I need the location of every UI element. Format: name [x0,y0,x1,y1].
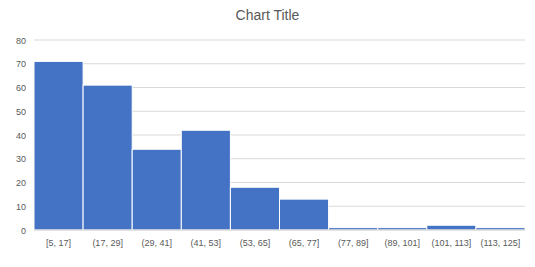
x-tick-label: (41, 53] [191,238,222,248]
x-tick-label: (65, 77] [289,238,320,248]
x-tick-label: (29, 41] [141,238,172,248]
y-tick-label: 50 [16,107,26,117]
bar [181,130,230,230]
x-tick-label: (101, 113] [431,238,471,248]
bar [34,61,83,230]
grid-line [34,230,525,231]
title: Chart Title [236,7,300,23]
grid [34,40,525,230]
x-tick-label: (77, 89] [338,238,369,248]
bar [427,225,476,230]
bar [132,149,181,230]
bar [230,187,279,230]
bar [280,199,329,230]
grid-line [34,40,525,41]
y-tick-label: 30 [16,154,26,164]
y-tick-label: 70 [16,59,26,69]
x-axis-line [34,230,525,231]
grid-line [34,63,525,64]
y-tick-label: 10 [16,202,26,212]
x-tick-label: (53, 65] [240,238,271,248]
y-tick-label: 60 [16,83,26,93]
x-tick-label: [5, 17] [46,238,71,248]
x-tick-label: (113, 125] [481,238,521,248]
y-tick-label: 40 [16,131,26,141]
y-tick-label: 80 [16,36,26,46]
x-tick-label: (17, 29] [92,238,123,248]
bars [34,61,525,230]
chart: Chart Title 0 10 20 30 40 50 60 70 80 [5, 17] (17, … [0,0,535,267]
y-tick-label: 20 [16,178,26,188]
bar [83,85,132,230]
background [0,0,535,267]
y-tick-label: 0 [21,226,26,236]
x-tick-label: (89, 101] [384,238,420,248]
